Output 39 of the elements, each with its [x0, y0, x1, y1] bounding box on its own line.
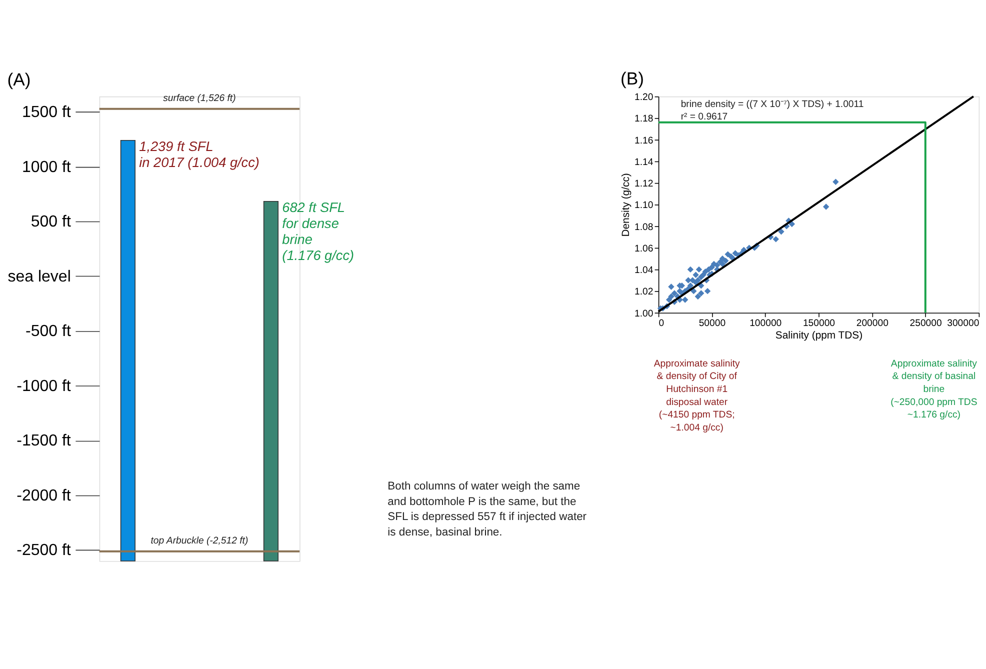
y-tick-label: 500 ft: [30, 214, 72, 231]
text: Approximate salinity & density of basinal brine (~250,000 ppm TDS ~1.176 g/cc): [890, 358, 978, 421]
y-tick-label: 1.18: [634, 114, 654, 125]
y-tick-label: 1.04: [634, 265, 654, 276]
y-tick-label: 1000 ft: [22, 158, 72, 176]
y-tick-label: -500 ft: [26, 323, 72, 340]
y-tick-label: -2500 ft: [16, 542, 72, 560]
y-axis-title: Density (g/cc): [620, 173, 632, 237]
x-tick-label: 300000: [947, 318, 980, 329]
x-tick-label: 150000: [802, 318, 836, 329]
y-tick-label: -1000 ft: [16, 378, 72, 395]
y-tick-label: 1.14: [634, 156, 654, 168]
y-tick-label: -2000 ft: [16, 487, 72, 504]
ref-line-label: surface (1,526 ft): [163, 92, 236, 104]
chart-title: (A): [7, 70, 31, 90]
annotation: 682 ft SFL for dense brine (1.176 g/cc): [282, 200, 354, 263]
x-tick-label: 250000: [910, 318, 942, 329]
y-tick-label: 1.16: [634, 135, 654, 146]
x-axis-title: Salinity (ppm TDS): [775, 330, 863, 342]
text: Approximate salinity & density of City of Hutchinson #1 disposal water (~4150 ppm TDS; ~1.004 g/cc): [654, 358, 740, 434]
annotation: 1,239 ft SFL in 2017 (1.004 g/cc): [139, 138, 260, 170]
x-tick-label: 200000: [856, 318, 888, 329]
y-tick-label: 1.02: [634, 286, 654, 298]
chart-title: (B): [620, 68, 644, 88]
x-tick-label: 100000: [750, 318, 782, 329]
y-tick-label: 1.20: [634, 92, 654, 104]
annotation: brine density = ((7 X 10⁻⁷) X TDS) + 1.0011 r² = 0.9617: [680, 98, 864, 123]
y-tick-label: 1.12: [634, 178, 654, 190]
ref-line-label: top Arbuckle (-2,512 ft): [150, 535, 248, 546]
y-tick-label: 1.10: [634, 200, 654, 212]
y-tick-label: 1500 ft: [22, 104, 72, 121]
text: Both columns of water weigh the same and bottomhole P is the same, but the SFL is depressed 557 ft if injected water is dense, basinal brine.: [388, 480, 587, 538]
y-tick-label: 1.06: [634, 243, 654, 254]
y-tick-label: 1.08: [634, 222, 654, 233]
y-tick-label: -1500 ft: [16, 432, 72, 450]
y-tick-label: sea level: [8, 268, 71, 286]
y-tick-label: 1.00: [634, 308, 654, 320]
x-tick-label: 50000: [698, 318, 726, 329]
x-tick-label: 0: [658, 318, 664, 329]
